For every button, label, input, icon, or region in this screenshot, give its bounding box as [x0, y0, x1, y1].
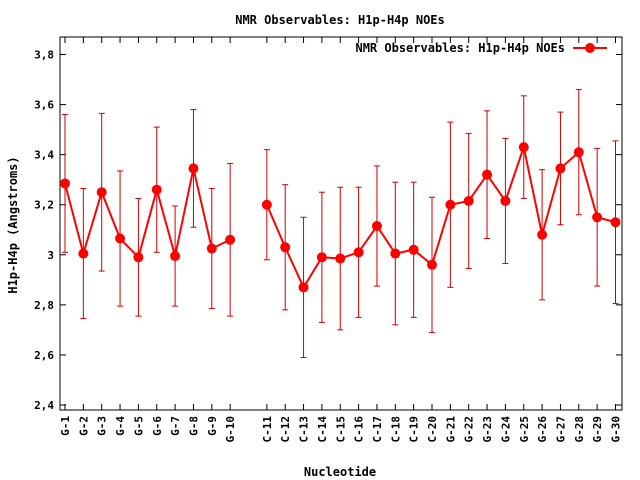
- x-tick-label: C-13: [298, 416, 311, 443]
- plot-frame: [59, 36, 623, 411]
- data-point: [390, 248, 401, 259]
- y-tick-label: 3: [47, 249, 54, 262]
- data-point: [115, 233, 126, 244]
- data-point: [225, 234, 236, 245]
- x-tick-label: C-18: [389, 416, 402, 443]
- x-tick-label: G-28: [573, 416, 586, 443]
- data-point: [408, 244, 419, 255]
- data-point: [60, 178, 70, 189]
- data-point: [371, 221, 382, 232]
- data-point: [482, 169, 493, 180]
- data-point: [427, 259, 437, 270]
- x-tick-label: C-15: [334, 416, 347, 443]
- y-tick-label: 2,4: [34, 399, 54, 412]
- chart-title: NMR Observables: H1p-H4p NOEs: [235, 13, 445, 27]
- data-point: [555, 163, 566, 174]
- x-tick-label: G-8: [187, 416, 200, 436]
- x-tick-label: G-7: [169, 416, 182, 436]
- y-axis-ticks: 2,4 2,6 2,8 3 3,2 3,4 3,6 3,8: [34, 49, 622, 412]
- x-tick-label: G-23: [481, 416, 494, 443]
- data-point: [518, 142, 529, 153]
- data-point: [463, 195, 474, 206]
- x-tick-label: C-19: [408, 416, 421, 443]
- data-point: [445, 199, 456, 210]
- legend: NMR Observables: H1p-H4p NOEs: [355, 41, 607, 55]
- data-point: [280, 242, 291, 253]
- data-point: [316, 252, 327, 263]
- y-axis-label: H1p-H4p (Angstroms): [6, 156, 20, 293]
- data-point: [610, 217, 621, 228]
- data-point: [335, 253, 346, 264]
- x-tick-label: G-26: [536, 416, 549, 443]
- data-point: [573, 147, 584, 158]
- x-tick-label: G-6: [151, 416, 164, 436]
- x-tick-label: G-4: [114, 416, 127, 436]
- data-point: [188, 163, 199, 174]
- x-tick-label: G-25: [518, 416, 531, 443]
- x-tick-label: G-1: [59, 416, 72, 436]
- error-bars: [62, 89, 619, 358]
- x-tick-label: G-24: [499, 416, 512, 443]
- y-tick-label: 3,2: [34, 199, 54, 212]
- data-point: [537, 229, 548, 240]
- x-tick-label: G-30: [610, 416, 623, 443]
- x-tick-label: G-9: [206, 416, 219, 436]
- x-tick-label: G-5: [132, 416, 145, 436]
- data-point: [206, 243, 217, 254]
- series-line: [64, 168, 231, 260]
- x-axis-ticks: G-1 G-2 G-3 G-4 G-5 G-6 G-7 G-8 G-9 G-10 C-11 C-12 C…: [59, 37, 623, 443]
- data-point: [500, 195, 511, 206]
- x-tick-label: C-14: [316, 416, 329, 443]
- x-tick-label: G-2: [77, 416, 90, 436]
- data-point: [261, 199, 272, 210]
- x-tick-label: C-17: [371, 416, 384, 443]
- x-tick-label: G-22: [463, 416, 476, 443]
- y-tick-label: 3,6: [34, 99, 54, 112]
- x-axis-label: Nucleotide: [304, 465, 376, 479]
- data-point: [133, 252, 144, 263]
- x-tick-label: C-12: [279, 416, 292, 443]
- x-tick-label: C-20: [426, 416, 439, 443]
- y-tick-label: 2,6: [34, 349, 54, 362]
- y-tick-label: 3,8: [34, 49, 54, 62]
- x-tick-label: C-16: [353, 416, 366, 443]
- x-tick-label: G-29: [591, 416, 604, 443]
- data-point: [170, 251, 181, 262]
- legend-label: NMR Observables: H1p-H4p NOEs: [355, 41, 565, 55]
- x-tick-label: G-3: [96, 416, 109, 436]
- data-point: [353, 247, 364, 258]
- data-point: [151, 184, 162, 195]
- x-tick-label: G-21: [444, 416, 457, 443]
- legend-marker-sample: [585, 43, 595, 53]
- x-tick-label: C-11: [261, 416, 274, 443]
- y-tick-label: 2,8: [34, 299, 54, 312]
- data-point: [78, 248, 89, 259]
- data-points: [60, 142, 621, 293]
- data-point: [592, 212, 603, 223]
- x-tick-label: G-10: [224, 416, 237, 443]
- x-tick-label: G-27: [554, 416, 567, 443]
- y-tick-label: 3,4: [34, 149, 54, 162]
- data-point: [298, 282, 309, 293]
- data-point: [96, 187, 107, 198]
